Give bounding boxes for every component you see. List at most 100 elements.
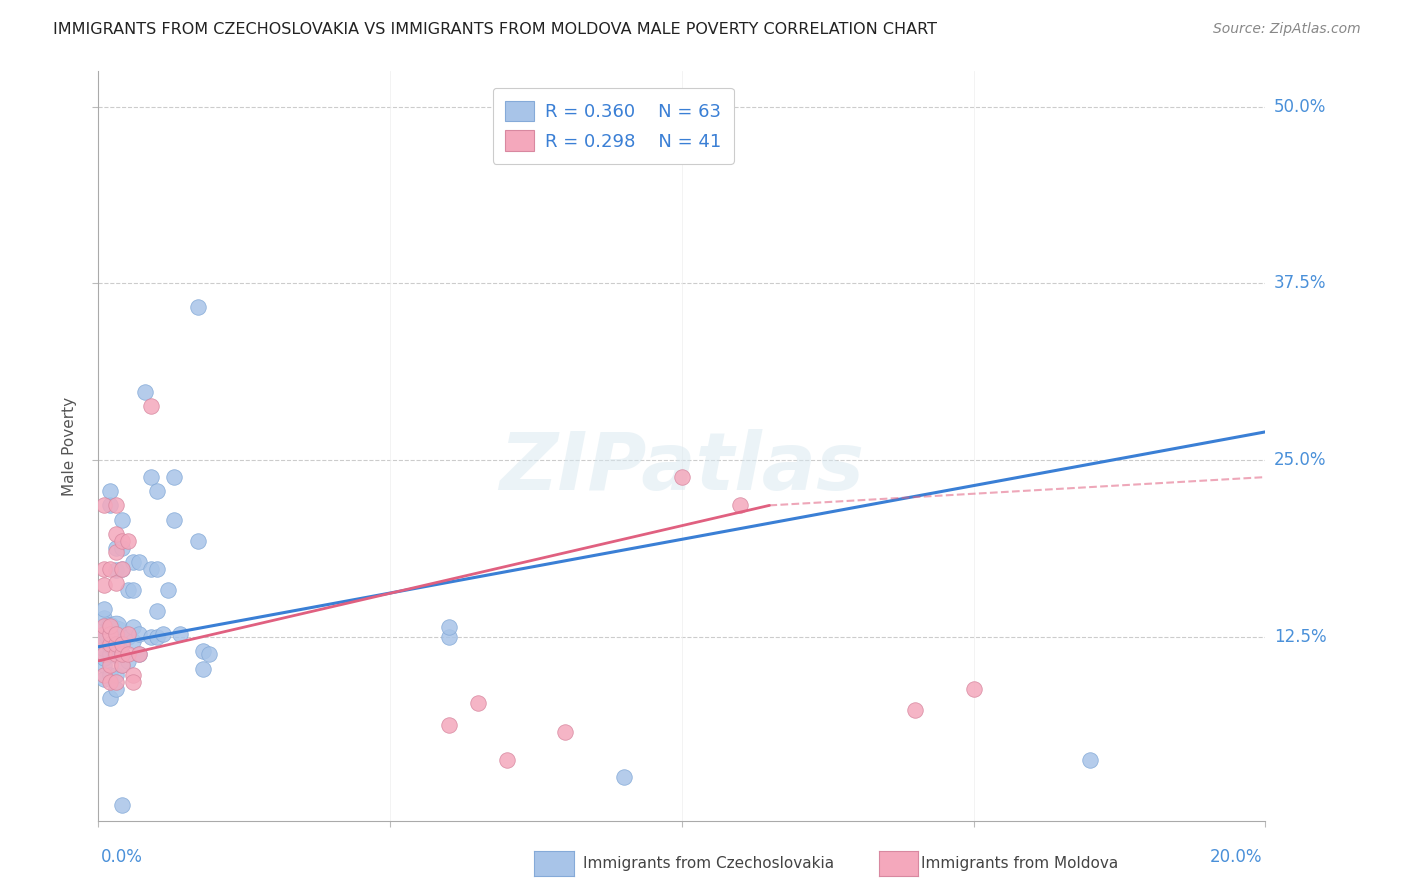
Point: [671, 470, 693, 484]
Point: [122, 583, 145, 598]
Point: [612, 770, 634, 784]
Point: [98, 658, 121, 673]
Point: [104, 647, 127, 661]
Point: [187, 533, 209, 548]
Point: [93, 562, 115, 576]
Point: [117, 630, 139, 644]
Point: [111, 658, 134, 673]
Point: [104, 682, 127, 697]
Point: [98, 690, 121, 705]
Point: [122, 555, 145, 569]
Point: [111, 798, 134, 813]
Point: [104, 647, 127, 661]
Point: [134, 385, 156, 400]
Point: [904, 703, 927, 717]
Point: [93, 651, 115, 665]
Text: 0.0%: 0.0%: [101, 848, 143, 866]
Point: [93, 499, 115, 513]
Point: [111, 647, 134, 661]
Point: [93, 668, 115, 682]
Text: 37.5%: 37.5%: [1274, 275, 1326, 293]
Point: [93, 618, 115, 632]
Point: [93, 640, 115, 654]
Point: [437, 620, 460, 634]
Point: [98, 499, 121, 513]
Point: [146, 484, 169, 499]
Point: [104, 541, 127, 555]
Point: [98, 647, 121, 661]
Point: [122, 675, 145, 690]
Point: [496, 753, 519, 767]
Point: [104, 576, 127, 591]
Point: [104, 563, 127, 577]
Point: [111, 637, 134, 651]
Point: [1080, 753, 1102, 767]
Point: [122, 634, 145, 648]
Point: [98, 627, 121, 641]
Point: [111, 533, 134, 548]
Text: 12.5%: 12.5%: [1274, 628, 1326, 646]
Point: [111, 541, 134, 555]
Point: [157, 583, 180, 598]
Point: [117, 627, 139, 641]
Point: [122, 620, 145, 634]
Point: [98, 637, 121, 651]
Point: [111, 512, 134, 526]
Point: [962, 682, 984, 697]
Point: [104, 627, 127, 641]
Y-axis label: Male Poverty: Male Poverty: [62, 396, 77, 496]
Point: [93, 630, 115, 644]
Point: [93, 658, 115, 673]
Point: [98, 618, 121, 632]
Point: [122, 668, 145, 682]
Point: [152, 627, 174, 641]
Point: [104, 675, 127, 690]
Point: [93, 577, 115, 591]
Point: [104, 618, 127, 632]
Point: [111, 562, 134, 576]
Point: [128, 627, 150, 641]
Point: [163, 512, 186, 526]
Point: [104, 545, 127, 559]
Point: [98, 562, 121, 576]
Point: [104, 637, 127, 651]
Text: 20.0%: 20.0%: [1211, 848, 1263, 866]
Text: Immigrants from Czechoslovakia: Immigrants from Czechoslovakia: [583, 856, 835, 871]
Point: [98, 637, 121, 651]
Point: [104, 526, 127, 541]
Point: [93, 620, 115, 634]
Point: [93, 647, 115, 661]
Point: [104, 499, 127, 513]
Point: [117, 647, 139, 661]
Point: [117, 533, 139, 548]
Legend: R = 0.360    N = 63, R = 0.298    N = 41: R = 0.360 N = 63, R = 0.298 N = 41: [492, 88, 734, 164]
Point: [554, 724, 576, 739]
Point: [139, 400, 162, 414]
Point: [437, 630, 460, 644]
Point: [128, 647, 150, 661]
Point: [146, 604, 169, 618]
Point: [163, 470, 186, 484]
Point: [104, 668, 127, 682]
Point: [187, 301, 209, 315]
Point: [193, 662, 215, 676]
Point: [111, 634, 134, 648]
Point: [467, 696, 489, 710]
Point: [93, 630, 115, 644]
Point: [198, 647, 221, 661]
Point: [111, 562, 134, 576]
Point: [146, 562, 169, 576]
Point: [193, 644, 215, 658]
Point: [117, 583, 139, 598]
Point: [128, 555, 150, 569]
Point: [98, 675, 121, 690]
Point: [437, 717, 460, 731]
Point: [146, 630, 169, 644]
Text: Source: ZipAtlas.com: Source: ZipAtlas.com: [1213, 22, 1361, 37]
Text: ZIPatlas: ZIPatlas: [499, 429, 865, 508]
Point: [104, 634, 127, 648]
Text: 50.0%: 50.0%: [1274, 98, 1326, 116]
Point: [730, 499, 752, 513]
Text: IMMIGRANTS FROM CZECHOSLOVAKIA VS IMMIGRANTS FROM MOLDOVA MALE POVERTY CORRELATI: IMMIGRANTS FROM CZECHOSLOVAKIA VS IMMIGR…: [53, 22, 938, 37]
Text: Immigrants from Moldova: Immigrants from Moldova: [921, 856, 1118, 871]
